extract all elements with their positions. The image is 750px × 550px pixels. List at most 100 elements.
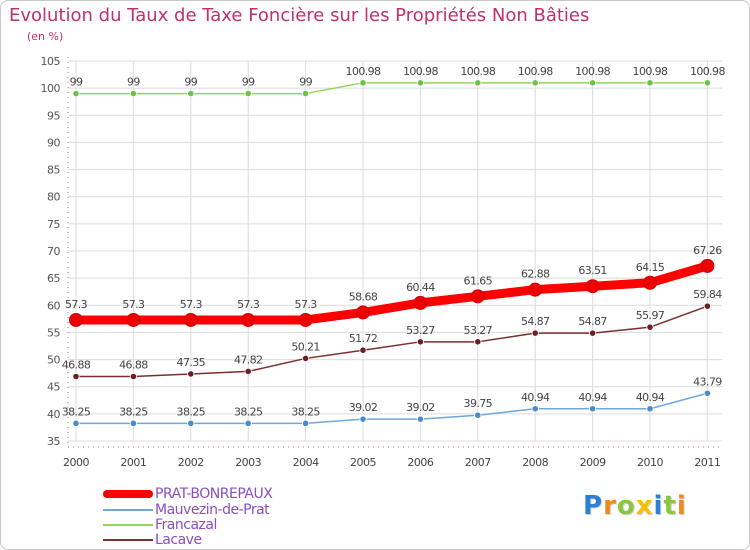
y-tick-label: 35	[47, 435, 60, 448]
data-point-francazal	[359, 79, 367, 87]
data-label-mauvezin-de-prat: 39.75	[464, 397, 493, 410]
data-label-lacave: 47.35	[177, 356, 206, 369]
data-label-mauvezin-de-prat: 38.25	[234, 405, 263, 418]
data-label-mauvezin-de-prat: 39.02	[349, 401, 378, 414]
data-label-mauvezin-de-prat: 38.25	[291, 405, 320, 418]
legend-label-prat-bonrepaux: PRAT-BONREPAUX	[155, 486, 273, 502]
data-point-prat-bonrepaux	[700, 258, 715, 273]
legend-swatch-mauvezin-de-prat	[103, 509, 153, 511]
data-point-prat-bonrepaux	[356, 305, 370, 320]
data-label-mauvezin-de-prat: 40.94	[521, 391, 550, 404]
data-point-mauvezin-de-prat	[301, 419, 310, 427]
data-point-prat-bonrepaux	[528, 282, 543, 297]
y-tick-label: 75	[47, 218, 60, 231]
data-point-lacave	[474, 338, 482, 346]
data-label-francazal: 100.98	[460, 65, 495, 78]
data-point-lacave	[72, 372, 80, 381]
y-tick-label: 65	[47, 272, 60, 285]
data-point-mauvezin-de-prat	[646, 405, 654, 413]
data-label-francazal: 100.98	[690, 65, 725, 78]
series-line-prat-bonrepaux	[71, 261, 712, 325]
data-point-mauvezin-de-prat	[588, 405, 597, 413]
data-label-lacave: 50.21	[291, 340, 320, 353]
data-label-lacave: 55.97	[636, 309, 665, 322]
y-tick-label: 85	[47, 164, 60, 177]
legend-swatch-lacave	[103, 539, 153, 541]
logo-letter: x	[635, 491, 654, 521]
data-point-mauvezin-de-prat	[416, 415, 424, 423]
data-label-mauvezin-de-prat: 38.25	[177, 405, 206, 418]
x-tick-label: 2005	[350, 456, 376, 469]
x-tick-label: 2001	[120, 456, 146, 469]
y-tick-label: 45	[47, 381, 60, 394]
data-point-prat-bonrepaux	[241, 312, 256, 327]
legend-label-mauvezin-de-prat: Mauvezin-de-Prat	[155, 502, 270, 518]
data-point-francazal	[72, 89, 80, 98]
data-label-prat-bonrepaux: 57.3	[65, 298, 88, 311]
x-tick-label: 2009	[580, 456, 606, 469]
data-label-lacave: 47.82	[234, 353, 263, 366]
data-point-prat-bonrepaux	[298, 312, 313, 327]
proxiti-logo: Proxiti	[583, 491, 687, 521]
data-label-lacave: 54.87	[521, 315, 550, 328]
data-point-mauvezin-de-prat	[129, 419, 137, 427]
data-point-lacave	[359, 346, 367, 354]
data-label-francazal: 100.98	[575, 65, 610, 78]
data-label-prat-bonrepaux: 57.3	[180, 298, 203, 311]
data-point-mauvezin-de-prat	[703, 389, 712, 397]
data-label-mauvezin-de-prat: 39.02	[406, 401, 435, 414]
data-point-lacave	[646, 323, 654, 331]
data-point-mauvezin-de-prat	[531, 405, 539, 413]
data-point-francazal	[416, 79, 424, 87]
data-point-prat-bonrepaux	[643, 275, 657, 290]
data-label-prat-bonrepaux: 64.15	[636, 261, 665, 274]
x-tick-label: 2002	[178, 456, 204, 469]
data-point-mauvezin-de-prat	[474, 411, 482, 419]
y-tick-label: 70	[47, 245, 60, 258]
data-point-prat-bonrepaux	[413, 295, 428, 310]
y-tick-label: 95	[47, 109, 60, 122]
data-label-lacave: 54.87	[578, 315, 607, 328]
data-label-prat-bonrepaux: 57.3	[295, 298, 318, 311]
data-label-prat-bonrepaux: 58.68	[349, 290, 378, 303]
data-point-francazal	[244, 89, 252, 98]
x-tick-label: 2010	[637, 456, 663, 469]
y-tick-label: 50	[47, 354, 60, 367]
logo-letter: t	[663, 491, 677, 521]
data-point-francazal	[474, 79, 482, 87]
y-tick-label: 40	[47, 408, 60, 421]
y-tick-label: 55	[47, 326, 60, 339]
data-label-lacave: 53.27	[406, 324, 435, 337]
data-label-prat-bonrepaux: 61.65	[464, 274, 493, 287]
data-point-francazal	[703, 79, 712, 87]
data-label-francazal: 99	[299, 76, 312, 89]
series-line-lacave	[75, 305, 709, 378]
data-label-mauvezin-de-prat: 38.25	[62, 405, 91, 418]
data-point-lacave	[703, 302, 712, 310]
data-label-mauvezin-de-prat: 43.79	[693, 375, 722, 388]
data-point-prat-bonrepaux	[470, 289, 485, 304]
data-point-francazal	[301, 89, 310, 98]
data-point-lacave	[129, 372, 137, 381]
data-label-mauvezin-de-prat: 38.25	[119, 405, 148, 418]
x-tick-label: 2004	[293, 456, 319, 469]
data-label-francazal: 100.98	[346, 65, 381, 78]
legend-swatch-prat-bonrepaux	[103, 490, 153, 498]
series-line-mauvezin-de-prat	[75, 392, 709, 425]
data-label-lacave: 51.72	[349, 332, 378, 345]
data-point-francazal	[588, 79, 597, 87]
data-point-francazal	[531, 79, 539, 87]
data-label-francazal: 99	[127, 76, 140, 89]
data-label-prat-bonrepaux: 63.51	[578, 264, 607, 277]
data-label-francazal: 99	[184, 76, 197, 89]
data-label-lacave: 53.27	[464, 324, 493, 337]
y-tick-label: 80	[47, 191, 60, 204]
y-tick-label: 60	[47, 299, 60, 312]
data-point-mauvezin-de-prat	[359, 415, 367, 423]
data-label-lacave: 46.88	[119, 359, 148, 372]
logo-letter: i	[676, 491, 687, 521]
data-label-francazal: 100.98	[633, 65, 668, 78]
legend-swatch-francazal	[103, 524, 153, 526]
x-tick-label: 2007	[465, 456, 491, 469]
